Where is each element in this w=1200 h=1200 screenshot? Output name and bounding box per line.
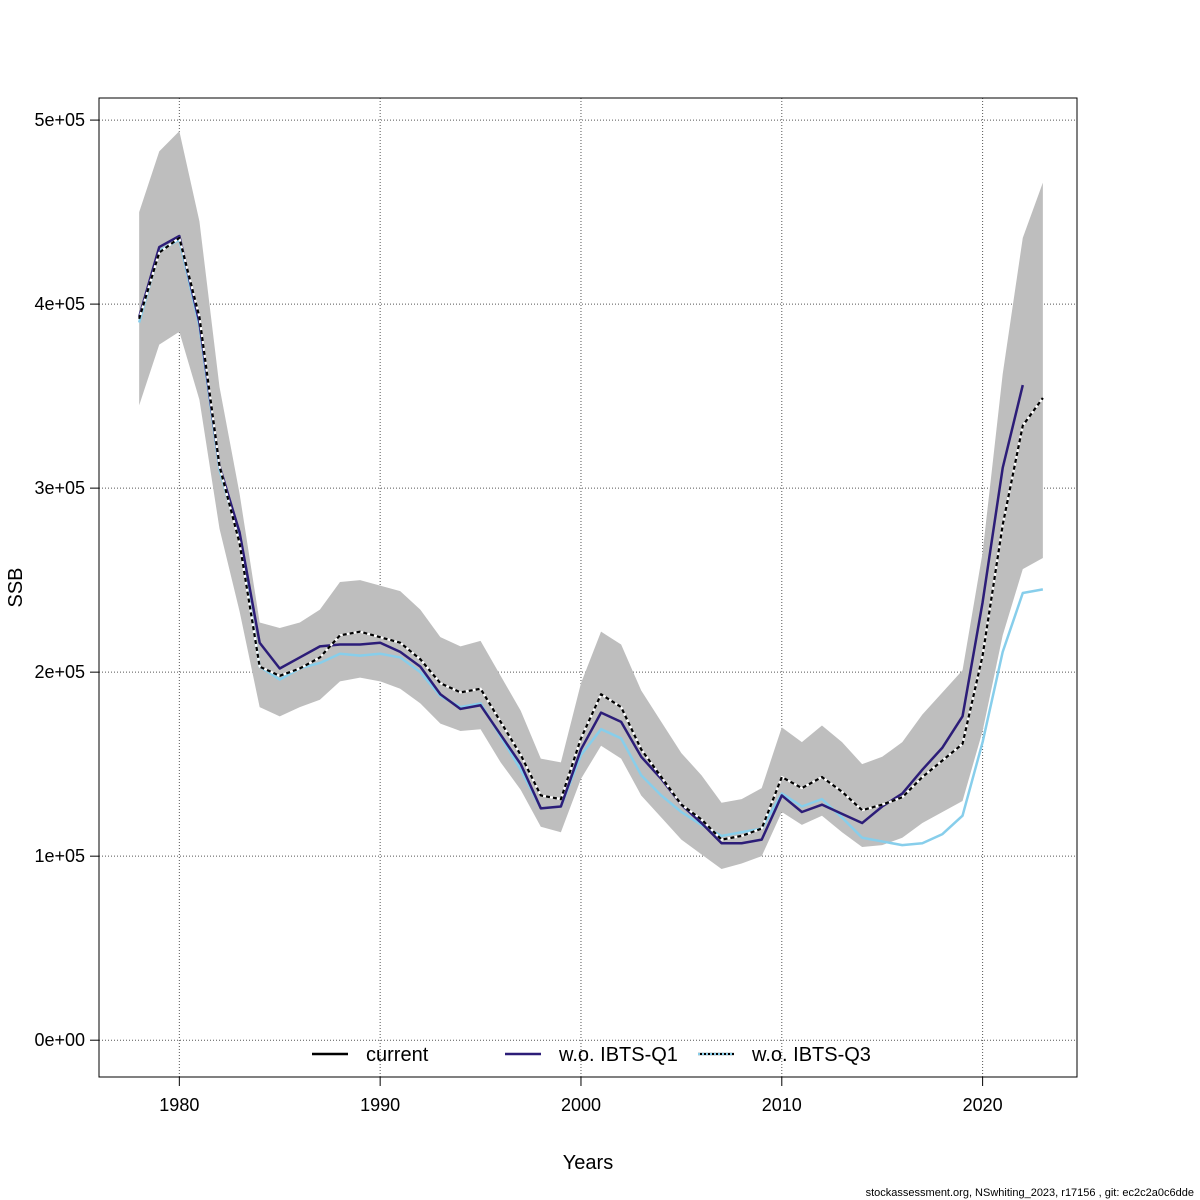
confidence-band (139, 131, 1043, 870)
legend-label: current (366, 1044, 429, 1066)
series-line-wo-ibts-q3 (137, 238, 1044, 847)
x-tick-label: 2020 (963, 1095, 1003, 1115)
y-axis-title: SSB (5, 567, 27, 607)
footer-credit: stockassessment.org, NSwhiting_2023, r17… (866, 1187, 1194, 1199)
y-tick-label: 2e+05 (34, 662, 85, 682)
legend: current w.o. IBTS-Q1 w.o. IBTS-Q3 (312, 1044, 871, 1066)
y-tick-label: 3e+05 (34, 478, 85, 498)
x-axis-title: Years (563, 1152, 613, 1174)
x-tick-label: 1980 (159, 1095, 199, 1115)
x-tick-label: 1990 (360, 1095, 400, 1115)
x-tick-label: 2010 (762, 1095, 802, 1115)
series-layer (137, 234, 1044, 847)
y-axis: 0e+00 1e+05 2e+05 3e+05 4e+05 5e+05 (34, 110, 99, 1050)
legend-item: w.o. IBTS-Q1 (505, 1044, 678, 1066)
legend-item: w.o. IBTS-Q3 (698, 1044, 871, 1066)
y-tick-label: 5e+05 (34, 110, 85, 130)
y-tick-label: 0e+00 (34, 1030, 85, 1050)
legend-label: w.o. IBTS-Q1 (558, 1044, 678, 1066)
confidence-band-layer (139, 131, 1043, 870)
legend-label: w.o. IBTS-Q3 (751, 1044, 871, 1066)
series-line-wo-ibts-q1 (137, 234, 1024, 845)
plot-frame (98, 97, 1078, 1078)
x-tick-label: 2000 (561, 1095, 601, 1115)
x-axis: 1980 1990 2000 2010 2020 (159, 1077, 1003, 1115)
series-line-current (138, 236, 1044, 841)
y-tick-label: 1e+05 (34, 846, 85, 866)
legend-item: current (312, 1044, 429, 1066)
y-tick-label: 4e+05 (34, 294, 85, 314)
